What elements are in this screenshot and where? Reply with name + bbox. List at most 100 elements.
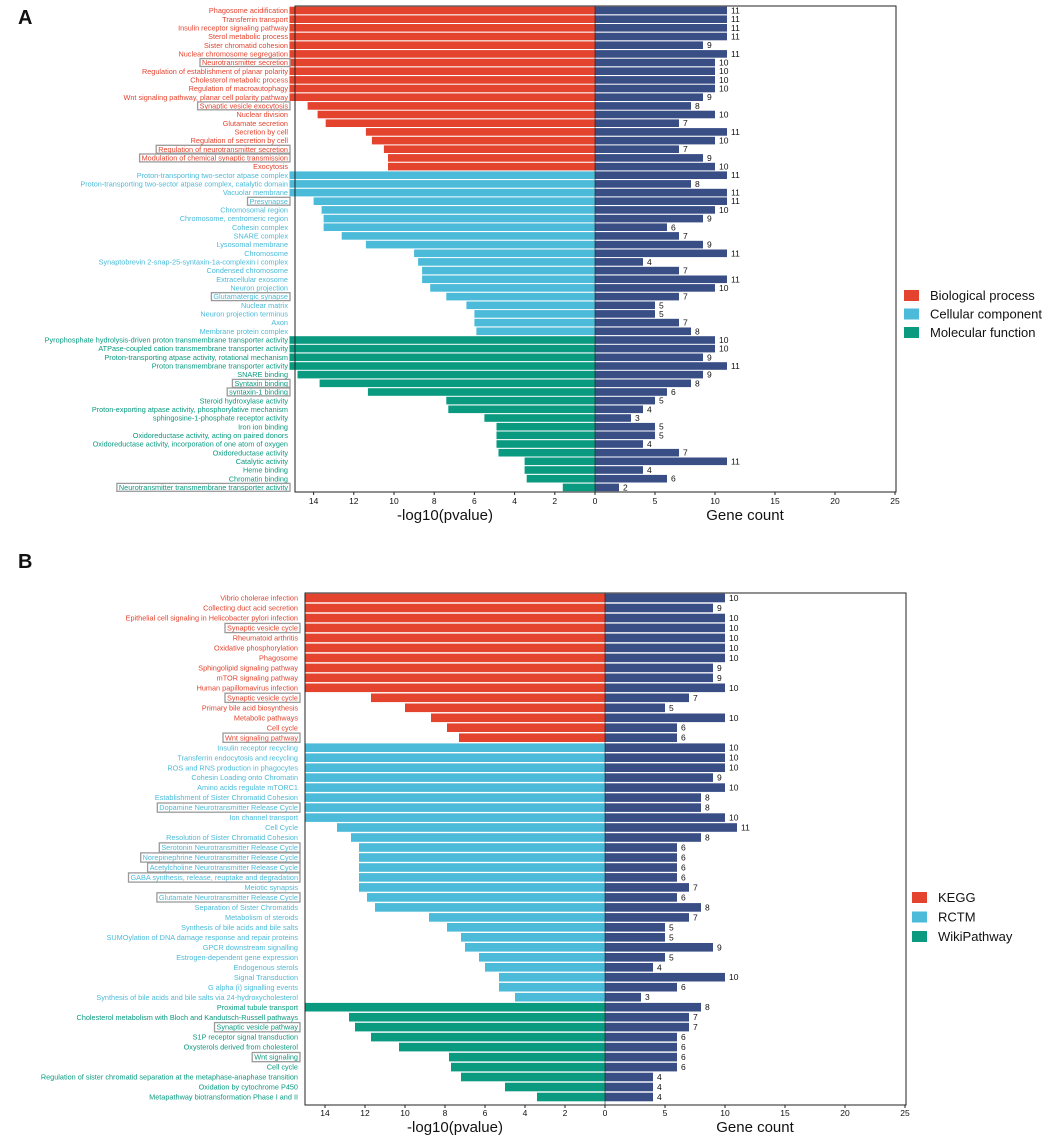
count-label: 7: [693, 1022, 698, 1032]
count-bar: [595, 318, 679, 327]
count-label: 10: [719, 344, 729, 354]
count-bar: [605, 633, 725, 643]
count-bar: [605, 843, 677, 852]
term-label: Estrogen-dependent gene expression: [176, 953, 298, 962]
legend-label: Cellular component: [930, 307, 1042, 322]
x-tick-label: 5: [663, 1108, 668, 1118]
pvalue-bar: [305, 593, 605, 603]
x-tick-label: 4: [512, 496, 517, 506]
pvalue-bar: [305, 753, 605, 762]
pvalue-bar: [289, 188, 595, 197]
count-label: 10: [719, 84, 729, 94]
term-label: Synaptobrevin 2-snap-25-syntaxin-1a-comp…: [99, 258, 289, 267]
count-label: 8: [705, 803, 710, 813]
pvalue-bar: [289, 32, 595, 41]
count-bar: [595, 32, 727, 41]
count-label: 10: [719, 58, 729, 68]
x-tick-label: 10: [720, 1108, 730, 1118]
count-label: 6: [671, 222, 676, 232]
x-axis-title-left: -log10(pvalue): [407, 1119, 503, 1136]
count-label: 10: [719, 162, 729, 172]
term-label: Establishment of Sister Chromatid Cohesi…: [155, 793, 298, 802]
pvalue-bar: [430, 284, 595, 292]
x-tick-label: 5: [653, 496, 658, 506]
count-label: 9: [707, 153, 712, 163]
count-label: 9: [707, 214, 712, 224]
count-label: 10: [729, 653, 739, 663]
term-label: Endogenous sterols: [234, 963, 299, 972]
count-label: 5: [669, 922, 674, 932]
pvalue-bar: [524, 457, 595, 466]
term-label: Catalytic activity: [236, 457, 289, 466]
count-label: 9: [707, 240, 712, 250]
x-axis-title-right: Gene count: [706, 507, 784, 524]
term-label: Nuclear matrix: [241, 301, 288, 310]
term-label: Sister chromatid cohesion: [204, 41, 288, 50]
count-label: 11: [731, 14, 740, 24]
term-label: Regulation of secretion by cell: [191, 136, 289, 145]
pvalue-bar: [351, 833, 605, 842]
pvalue-bar: [418, 258, 595, 266]
count-label: 9: [717, 663, 722, 673]
count-bar: [605, 803, 701, 812]
count-label: 8: [705, 902, 710, 912]
count-label: 10: [729, 633, 739, 643]
pvalue-bar: [474, 310, 595, 318]
highlight-box: [210, 292, 291, 302]
term-label: Dopamine Neurotransmitter Release Cycle: [159, 803, 298, 812]
count-label: 10: [719, 110, 729, 120]
count-label: 6: [681, 1042, 686, 1052]
x-tick-label: 6: [472, 496, 477, 506]
term-label: Regulation of neurotransmitter secretion: [158, 145, 288, 154]
pvalue-bar: [305, 743, 605, 752]
count-bar: [595, 370, 703, 379]
pvalue-bar: [466, 301, 595, 310]
count-bar: [605, 883, 689, 892]
pvalue-bar: [323, 223, 595, 231]
count-bar: [595, 405, 643, 414]
count-bar: [605, 653, 725, 663]
count-bar: [595, 440, 643, 448]
term-label: Resolution of Sister Chromatid Cohesion: [166, 833, 298, 842]
highlight-box: [226, 387, 291, 397]
term-label: Proton-transporting two-sector atpase co…: [80, 180, 288, 189]
pvalue-bar: [289, 344, 595, 353]
count-bar: [605, 972, 725, 982]
term-label: Cohesin Loading onto Chromatin: [191, 773, 298, 782]
count-bar: [595, 93, 703, 101]
count-label: 11: [741, 823, 750, 833]
count-bar: [605, 953, 665, 962]
term-label: Wnt signaling: [254, 1053, 298, 1062]
count-bar: [595, 431, 655, 440]
term-label: Oxidoreductase activity, acting on paire…: [133, 431, 289, 440]
count-label: 9: [717, 673, 722, 683]
count-label: 10: [729, 813, 739, 823]
count-bar: [605, 1072, 653, 1082]
count-label: 10: [729, 783, 739, 793]
count-label: 10: [729, 753, 739, 763]
highlight-box: [222, 732, 301, 743]
term-label: Glutamate secretion: [223, 119, 288, 128]
count-label: 10: [729, 593, 739, 603]
count-bar: [595, 171, 727, 179]
count-bar: [605, 963, 653, 972]
pvalue-bar: [485, 963, 605, 972]
term-label: Neurotransmitter transmembrane transport…: [119, 483, 288, 492]
pvalue-bar: [313, 197, 595, 205]
count-label: 4: [657, 1082, 662, 1092]
count-bar: [595, 206, 715, 214]
count-label: 8: [705, 1002, 710, 1012]
pvalue-bar: [371, 1032, 605, 1042]
count-bar: [595, 136, 715, 145]
pvalue-bar: [375, 903, 605, 912]
count-bar: [595, 474, 667, 483]
term-label: Oxidoreductase activity, incorporation o…: [93, 440, 288, 449]
count-label: 6: [681, 1062, 686, 1072]
count-bar: [595, 50, 727, 58]
pvalue-bar: [459, 733, 605, 742]
count-label: 5: [659, 309, 664, 319]
pvalue-bar: [289, 76, 595, 84]
term-label: Synthesis of bile acids and bile salts v…: [96, 993, 298, 1002]
count-label: 8: [695, 378, 700, 388]
count-label: 4: [657, 962, 662, 972]
